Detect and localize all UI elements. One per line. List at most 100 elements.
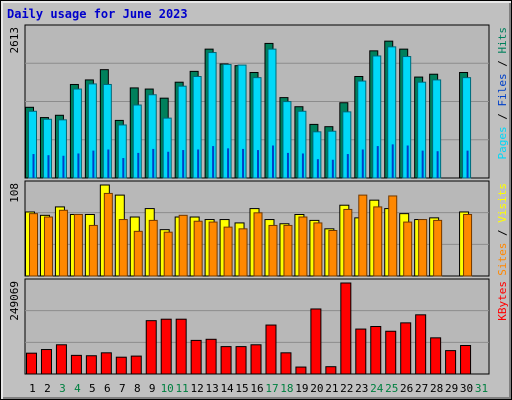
bar-sites-day-18 <box>283 224 293 277</box>
bar-kbytes-day-24 <box>370 326 382 375</box>
bar-kbytes-day-28 <box>430 337 442 375</box>
bar-kbytes-day-30 <box>460 345 472 375</box>
bar-pages-day-30 <box>466 150 469 178</box>
bar-pages-day-18 <box>286 152 289 178</box>
bar-kbytes-day-8 <box>130 355 142 375</box>
day-label-15: 15 <box>235 382 248 395</box>
bar-kbytes-day-25 <box>385 330 397 375</box>
bar-sites-day-28 <box>433 219 443 277</box>
kbytes-legend: KBytes <box>496 281 509 321</box>
day-label-5: 5 <box>89 382 96 395</box>
day-label-25: 25 <box>385 382 398 395</box>
day-label-22: 22 <box>340 382 353 395</box>
kbytes-panel: 249069 KBytes <box>8 278 509 375</box>
bar-sites-day-24 <box>373 206 383 277</box>
bar-kbytes-day-13 <box>205 338 217 375</box>
day-label-14: 14 <box>220 382 234 395</box>
bar-pages-day-16 <box>257 150 260 178</box>
bar-sites-day-17 <box>268 224 278 277</box>
bar-pages-day-11 <box>182 150 185 178</box>
day-label-26: 26 <box>400 382 413 395</box>
day-label-29: 29 <box>445 382 458 395</box>
visits-sites-legend: Sites / Visits <box>496 183 509 276</box>
bar-kbytes-day-12 <box>190 339 202 375</box>
bar-kbytes-day-20 <box>310 308 322 375</box>
day-label-28: 28 <box>430 382 443 395</box>
bar-pages-day-17 <box>271 145 274 178</box>
bar-sites-day-22 <box>343 208 353 277</box>
day-label-18: 18 <box>280 382 293 395</box>
bar-sites-day-26 <box>403 221 413 277</box>
bar-sites-day-7 <box>118 219 128 277</box>
bar-pages-day-23 <box>361 149 364 178</box>
bar-pages-day-9 <box>152 148 155 178</box>
bar-kbytes-day-27 <box>415 314 427 375</box>
bar-kbytes-day-22 <box>340 282 352 375</box>
bar-pages-day-28 <box>436 151 439 178</box>
bar-sites-day-15 <box>238 228 248 277</box>
day-label-27: 27 <box>415 382 428 395</box>
legend-entry-files: Files <box>496 73 509 106</box>
bar-kbytes-day-1 <box>26 352 37 375</box>
bar-kbytes-day-6 <box>100 352 112 375</box>
bar-pages-day-5 <box>92 150 95 178</box>
bar-sites-day-30 <box>463 213 473 277</box>
bar-kbytes-day-5 <box>85 355 97 375</box>
day-label-20: 20 <box>310 382 323 395</box>
bar-pages-day-19 <box>301 153 304 178</box>
bar-sites-day-3 <box>58 209 68 277</box>
bar-pages-day-1 <box>32 154 35 178</box>
bar-kbytes-day-29 <box>445 350 457 375</box>
bar-pages-day-10 <box>167 151 170 178</box>
bar-sites-day-25 <box>388 195 398 277</box>
bar-kbytes-day-11 <box>175 318 187 375</box>
day-label-31: 31 <box>475 382 488 395</box>
bar-kbytes-day-4 <box>70 354 82 375</box>
bar-kbytes-day-23 <box>355 328 367 375</box>
bar-kbytes-day-9 <box>145 320 157 375</box>
chart-title: Daily usage for June 2023 <box>7 7 188 21</box>
bar-kbytes-day-17 <box>265 324 277 375</box>
day-label-17: 17 <box>265 382 278 395</box>
bar-pages-day-22 <box>346 154 349 178</box>
bar-sites-day-12 <box>193 220 203 277</box>
bar-pages-day-21 <box>331 159 334 178</box>
day-label-19: 19 <box>295 382 308 395</box>
bar-pages-day-14 <box>227 148 230 178</box>
bar-sites-day-10 <box>163 231 173 277</box>
bar-sites-day-2 <box>43 216 53 277</box>
bar-pages-day-24 <box>376 146 379 178</box>
bar-pages-day-15 <box>242 148 245 178</box>
bar-pages-day-2 <box>47 155 50 178</box>
bar-kbytes-day-21 <box>325 366 337 375</box>
bar-pages-day-6 <box>107 149 110 178</box>
bar-sites-day-21 <box>328 230 338 277</box>
bar-pages-day-27 <box>421 150 424 178</box>
day-label-3: 3 <box>59 382 66 395</box>
bar-sites-day-6 <box>103 192 113 277</box>
bar-kbytes-day-15 <box>235 346 247 375</box>
bar-pages-day-20 <box>316 159 319 178</box>
bar-sites-day-23 <box>358 194 368 277</box>
bar-sites-day-8 <box>133 230 143 277</box>
legend-entry-kbytes: KBytes <box>496 281 509 321</box>
bar-kbytes-day-26 <box>400 322 412 375</box>
hits-files-pages-axis-max-label: 2613 <box>8 27 21 54</box>
bar-kbytes-day-18 <box>280 352 292 375</box>
bar-sites-day-4 <box>73 213 83 277</box>
day-labels: 1 2 3 4 5 6 7 8 9 10 11 12 13 14 15 16 17 18 19 20 21 22 23 24 2… <box>29 382 488 395</box>
bar-pages-day-7 <box>122 158 125 178</box>
day-label-4: 4 <box>74 382 81 395</box>
day-label-8: 8 <box>134 382 141 395</box>
bar-sites-day-14 <box>223 226 233 277</box>
kbytes-axis-max-label: 249069 <box>8 281 21 321</box>
bar-kbytes-day-2 <box>40 349 52 375</box>
hits-files-pages-legend: Pages / Files / Hits <box>496 27 509 160</box>
legend-entry-sites: Sites <box>496 243 509 276</box>
day-label-23: 23 <box>355 382 368 395</box>
day-label-16: 16 <box>250 382 263 395</box>
bar-sites-day-13 <box>208 221 218 277</box>
legend-entry-pages: Pages <box>496 126 509 159</box>
day-label-24: 24 <box>370 382 384 395</box>
